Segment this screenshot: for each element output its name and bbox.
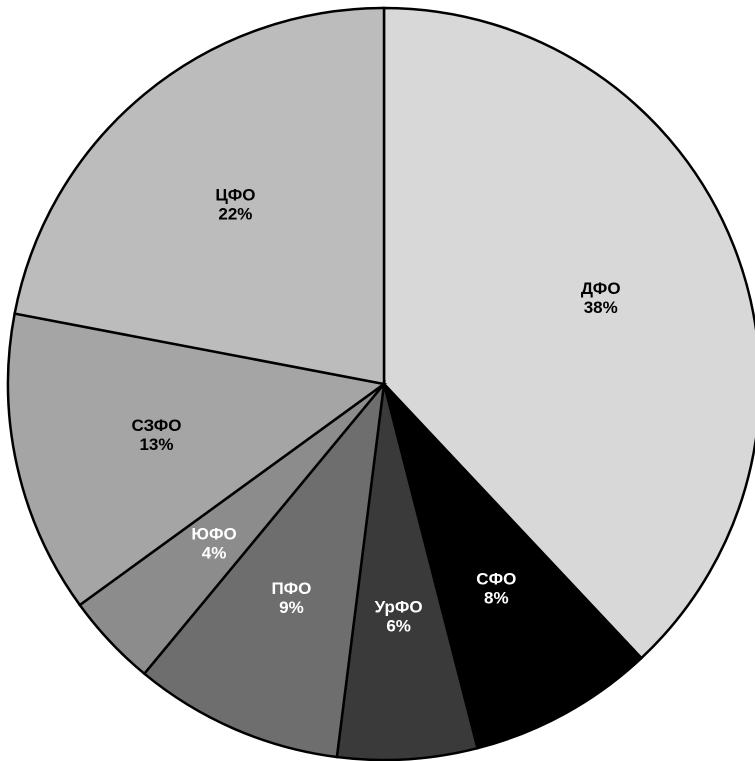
slice-name: СФО — [476, 569, 516, 588]
slice-name: СЗФО — [131, 416, 181, 435]
slice-percent: 6% — [386, 617, 411, 636]
slice-name: ПФО — [271, 579, 311, 598]
slice-percent: 9% — [279, 598, 304, 617]
pie-slice-цфо — [13, 6, 386, 386]
slice-name: ЮФО — [191, 525, 236, 544]
slice-name: ЦФО — [215, 185, 255, 204]
pie-slice-пфо — [142, 379, 386, 759]
slice-label-пфо: ПФО 9% — [271, 579, 311, 617]
slice-label-цфо: ЦФО 22% — [215, 185, 255, 223]
slice-label-сфо: СФО 8% — [476, 569, 516, 607]
slice-name: УрФО — [375, 598, 423, 617]
pie-slice-сзфо — [6, 312, 388, 607]
slice-name: ДФО — [581, 279, 621, 298]
slice-percent: 4% — [202, 544, 227, 563]
slice-percent: 22% — [218, 204, 252, 223]
slice-label-дфо: ДФО 38% — [581, 279, 621, 317]
slice-label-юфо: ЮФО 4% — [191, 525, 236, 563]
pie-slice-урфо — [335, 383, 480, 761]
pie-slices — [6, 6, 755, 761]
slice-percent: 38% — [584, 298, 618, 317]
slice-label-сзфо: СЗФО 13% — [131, 416, 181, 454]
slice-percent: 8% — [484, 588, 509, 607]
pie-slice-дфо — [382, 6, 755, 660]
pie-slice-сфо — [382, 383, 644, 750]
slice-percent: 13% — [139, 435, 173, 454]
pie-labels: ДФО 38% СФО 8% УрФО 6% ПФО 9% ЮФО 4% СЗФО 13% ЦФО 22% — [131, 185, 620, 635]
slice-label-урфо: УрФО 6% — [375, 598, 423, 636]
